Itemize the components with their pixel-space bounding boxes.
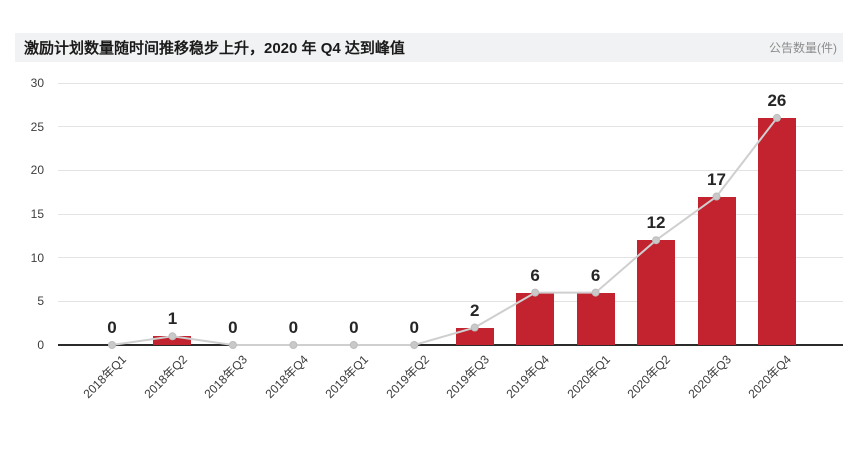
- bar: [576, 292, 615, 345]
- marker-dot: [531, 288, 540, 297]
- marker-dot: [652, 236, 661, 245]
- data-label: 12: [646, 213, 666, 233]
- bar: [637, 240, 676, 345]
- data-label: 0: [228, 318, 238, 337]
- y-gridline: [58, 213, 843, 215]
- marker-dot: [410, 341, 419, 349]
- data-label: 6: [590, 265, 601, 285]
- y-tick-label: 20: [30, 163, 44, 178]
- y-tick-label: 0: [37, 338, 44, 352]
- y-tick-label: 5: [37, 294, 44, 309]
- data-label: 1: [167, 309, 178, 329]
- bar: [516, 292, 555, 345]
- marker-dot: [168, 332, 177, 341]
- bar: [697, 196, 736, 345]
- marker-dot: [591, 288, 600, 297]
- marker-dot: [470, 323, 479, 332]
- marker-dot: [712, 192, 721, 201]
- y-tick-label: 10: [30, 250, 44, 265]
- data-label: 0: [107, 318, 117, 337]
- y-axis-unit-label: 公告数量(件): [769, 41, 837, 55]
- bar: [757, 117, 796, 345]
- y-tick-label: 25: [30, 119, 44, 134]
- y-gridline: [58, 300, 843, 302]
- trend-line: [111, 117, 778, 346]
- x-axis-line: [58, 344, 843, 346]
- data-label: 2: [469, 300, 480, 320]
- bar: [455, 327, 494, 345]
- chart-header: 激励计划数量随时间推移稳步上升，2020 年 Q4 达到峰值 公告数量(件): [15, 33, 843, 62]
- marker-dot: [349, 341, 358, 349]
- marker-dot: [772, 113, 781, 122]
- data-label: 0: [288, 318, 299, 337]
- marker-dot: [228, 341, 237, 349]
- chart-title: 激励计划数量随时间推移稳步上升，2020 年 Q4 达到峰值: [24, 40, 405, 57]
- y-tick-label: 30: [30, 76, 44, 90]
- y-gridline: [58, 126, 843, 128]
- data-label: 0: [409, 318, 419, 337]
- data-label: 26: [767, 90, 787, 110]
- y-gridline: [58, 82, 843, 84]
- y-gridline: [58, 169, 843, 171]
- y-tick-label: 15: [30, 207, 44, 221]
- bar: [153, 336, 192, 345]
- marker-dot: [289, 341, 298, 349]
- data-label: 6: [530, 265, 540, 285]
- data-label: 0: [349, 318, 359, 337]
- marker-dot: [108, 341, 116, 349]
- y-gridline: [58, 257, 843, 259]
- data-label: 17: [707, 169, 726, 189]
